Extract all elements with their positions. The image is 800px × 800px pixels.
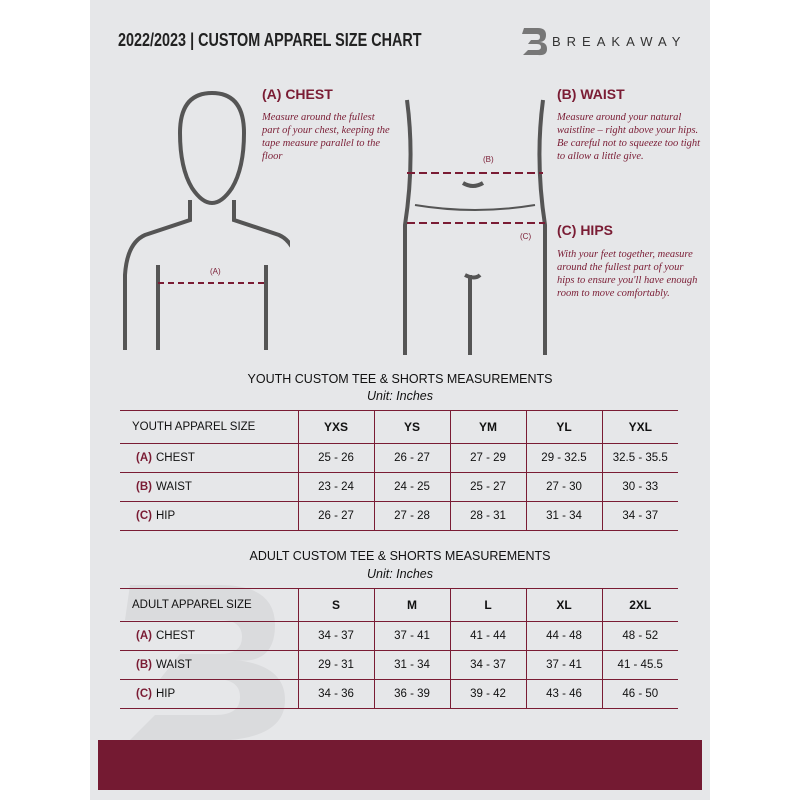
measure-letter: (B) xyxy=(136,659,152,671)
size-header: YXS xyxy=(297,410,374,444)
waist-heading: (B) WAIST xyxy=(557,86,625,102)
youth-size-table: YOUTH APPAREL SIZE YXS YS YM YL YXL (A) CHEST 25… xyxy=(120,410,678,531)
youth-unit: Unit: Inches xyxy=(366,389,433,403)
chest-heading: (A) CHEST xyxy=(262,86,333,102)
table-row: (A) CHEST 34 - 37 37 - 41 41 - 44 44 - 48 48 -… xyxy=(120,621,678,651)
measure-letter: (A) xyxy=(136,452,152,464)
measurement-cell: 26 - 27 xyxy=(297,501,374,531)
measurement-cell: 44 - 48 xyxy=(525,621,602,651)
measurement-cell: 43 - 46 xyxy=(525,679,602,709)
waist-marker: (B) xyxy=(483,155,494,164)
measurement-cell: 29 - 31 xyxy=(297,650,374,680)
chest-marker: (A) xyxy=(210,267,221,276)
measurement-cell: 41 - 45.5 xyxy=(601,650,678,680)
measure-name: CHEST xyxy=(155,630,195,642)
upper-body-figure xyxy=(123,90,290,350)
table-row: (C) HIP 26 - 27 27 - 28 28 - 31 31 - 34 34 - 3… xyxy=(120,501,678,531)
breakaway-logo-icon xyxy=(522,28,547,56)
measurement-cell: 23 - 24 xyxy=(297,472,374,502)
measure-label: (B) WAIST xyxy=(120,650,298,680)
hips-marker: (C) xyxy=(520,232,532,241)
measure-name: WAIST xyxy=(155,659,192,671)
hips-description: With your feet together, measure around … xyxy=(557,249,698,299)
measurement-cell: 27 - 30 xyxy=(525,472,602,502)
size-header: YL xyxy=(525,410,602,444)
size-label: YOUTH APPAREL SIZE xyxy=(120,410,298,444)
measurement-cell: 36 - 39 xyxy=(373,679,450,709)
size-chart-page: 2022/2023 | CUSTOM APPAREL SIZE CHART BR… xyxy=(90,0,710,800)
adult-size-table: ADULT APPAREL SIZE S M L XL 2XL (A) CHEST 34 - 3… xyxy=(120,588,678,709)
size-header: M xyxy=(373,588,450,622)
adult-unit: Unit: Inches xyxy=(366,567,433,581)
waist-description: Measure around your natural waistline – … xyxy=(557,112,701,162)
footer-bar xyxy=(98,740,702,790)
measure-name: HIP xyxy=(155,510,176,522)
measurement-cell: 37 - 41 xyxy=(525,650,602,680)
measurement-cell: 34 - 36 xyxy=(297,679,374,709)
measurement-cell: 48 - 52 xyxy=(601,621,678,651)
size-header: L xyxy=(449,588,526,622)
table-row: (B) WAIST 29 - 31 31 - 34 34 - 37 37 - 41 41 -… xyxy=(120,650,678,680)
measure-label: (A) CHEST xyxy=(120,621,298,651)
size-header: YM xyxy=(449,410,526,444)
measure-name: WAIST xyxy=(155,481,192,493)
measurement-cell: 37 - 41 xyxy=(373,621,450,651)
measurement-cell: 28 - 31 xyxy=(449,501,526,531)
table-row: (A) CHEST 25 - 26 26 - 27 27 - 29 29 - 32.5 32… xyxy=(120,443,678,473)
measure-label: (C) HIP xyxy=(120,501,298,531)
table-header-row: ADULT APPAREL SIZE S M L XL 2XL xyxy=(120,588,678,622)
measurement-cell: 34 - 37 xyxy=(297,621,374,651)
measurement-cell: 31 - 34 xyxy=(373,650,450,680)
adult-section-title: ADULT CUSTOM TEE & SHORTS MEASUREMENTS xyxy=(249,549,551,563)
measure-letter: (B) xyxy=(136,481,152,493)
measurement-cell: 24 - 25 xyxy=(373,472,450,502)
measure-label: (C) HIP xyxy=(120,679,298,709)
lower-body-figure xyxy=(403,99,547,355)
measure-name: CHEST xyxy=(155,452,195,464)
size-header: S xyxy=(297,588,374,622)
chest-description: Measure around the fullest part of your … xyxy=(262,112,390,162)
table-row: (C) HIP 34 - 36 36 - 39 39 - 42 43 - 46 46 - 5… xyxy=(120,679,678,709)
size-header: YXL xyxy=(601,410,678,444)
page-title: 2022/2023 | CUSTOM APPAREL SIZE CHART xyxy=(118,30,422,50)
youth-section-title: YOUTH CUSTOM TEE & SHORTS MEASUREMENTS xyxy=(247,372,553,386)
measurement-cell: 29 - 32.5 xyxy=(525,443,602,473)
measurement-cell: 30 - 33 xyxy=(601,472,678,502)
measurement-cell: 32.5 - 35.5 xyxy=(601,443,678,473)
measure-name: HIP xyxy=(155,688,176,700)
measure-letter: (A) xyxy=(136,630,152,642)
measurement-cell: 31 - 34 xyxy=(525,501,602,531)
measurement-cell: 25 - 27 xyxy=(449,472,526,502)
table-row: (B) WAIST 23 - 24 24 - 25 25 - 27 27 - 30 30 -… xyxy=(120,472,678,502)
measurement-cell: 27 - 29 xyxy=(449,443,526,473)
hips-heading: (C) HIPS xyxy=(557,222,613,238)
measure-label: (B) WAIST xyxy=(120,472,298,502)
measurement-cell: 26 - 27 xyxy=(373,443,450,473)
brand-name: BREAKAWAY xyxy=(552,34,687,49)
size-header: XL xyxy=(525,588,602,622)
measurement-cell: 39 - 42 xyxy=(449,679,526,709)
measure-letter: (C) xyxy=(136,688,152,700)
measure-label: (A) CHEST xyxy=(120,443,298,473)
measurement-cell: 27 - 28 xyxy=(373,501,450,531)
table-header-row: YOUTH APPAREL SIZE YXS YS YM YL YXL xyxy=(120,410,678,444)
measure-letter: (C) xyxy=(136,510,152,522)
size-header: YS xyxy=(373,410,450,444)
measurement-cell: 46 - 50 xyxy=(601,679,678,709)
size-label: ADULT APPAREL SIZE xyxy=(120,588,298,622)
measurement-cell: 41 - 44 xyxy=(449,621,526,651)
measurement-cell: 34 - 37 xyxy=(449,650,526,680)
measurement-cell: 25 - 26 xyxy=(297,443,374,473)
size-header: 2XL xyxy=(601,588,678,622)
measurement-cell: 34 - 37 xyxy=(601,501,678,531)
